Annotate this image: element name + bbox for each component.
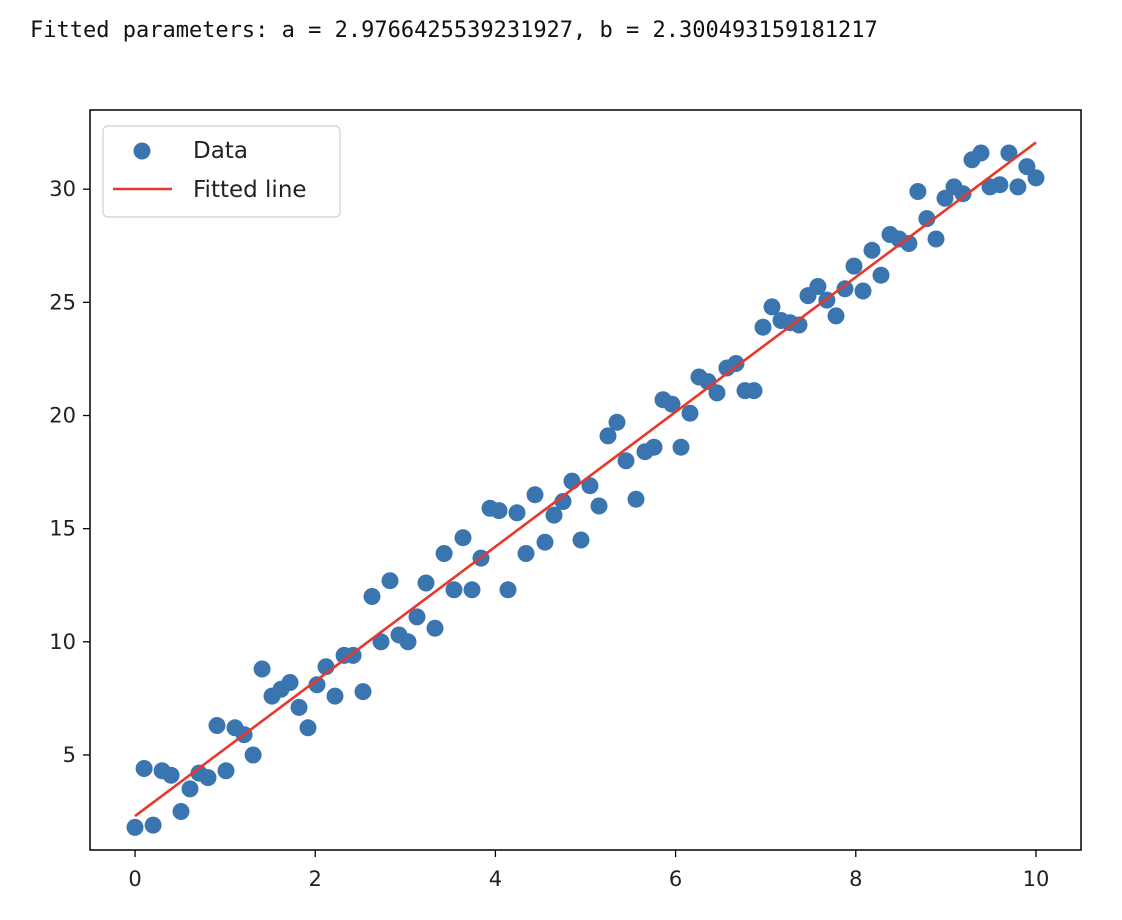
data-point [836,280,854,298]
data-point [454,529,472,547]
data-point [972,144,990,162]
data-point [399,633,417,651]
data-point [199,769,217,787]
data-point [708,384,726,402]
data-point [809,278,827,295]
data-point [372,633,390,651]
data-point [872,266,890,284]
data-point [727,355,745,372]
data-point [991,176,1009,194]
data-point [217,762,235,780]
data-point [144,816,162,834]
data-point [845,257,863,275]
legend: Data Fitted line [102,125,341,218]
x-tick-label: 2 [309,867,322,891]
y-tick-label: 5 [63,743,76,767]
data-point [927,230,945,248]
data-point [663,395,681,413]
data-points [126,144,1045,836]
data-point [162,766,180,784]
data-point [526,486,544,504]
legend-box [102,125,341,218]
y-tick-label: 15 [49,517,76,541]
data-point [1009,178,1027,196]
data-point [463,581,481,599]
x-tick-label: 4 [489,867,502,891]
data-point [627,490,645,508]
data-point [490,502,508,520]
data-point [508,504,526,522]
data-point [299,719,317,737]
data-point [608,413,626,431]
data-point [517,545,535,562]
data-point [281,674,299,691]
data-point [354,683,372,701]
data-point [363,588,381,605]
data-point [754,318,772,336]
data-point [536,533,554,551]
output-text: Fitted parameters: a = 2.976642553923192… [30,18,878,43]
data-point [126,818,144,836]
data-point [1027,169,1045,187]
data-point [381,572,399,590]
data-point [790,316,808,334]
y-tick-label: 20 [49,404,76,428]
data-point [645,438,663,456]
data-point [672,438,690,456]
legend-label-fitted-line: Fitted line [193,177,307,203]
data-point [326,687,344,705]
y-tick-label: 10 [49,630,76,654]
y-axis: 5 10 15 20 25 30 [49,177,90,767]
data-point [954,185,972,203]
data-point [827,307,845,325]
axes-frame [89,109,1082,851]
data-point [445,581,463,599]
data-point [854,282,872,300]
y-tick-label: 25 [49,290,76,314]
data-point [499,581,517,599]
x-tick-label: 10 [1023,867,1050,891]
data-point [763,298,781,316]
data-point [572,531,590,549]
data-point [435,545,453,562]
data-point [581,477,599,495]
data-point [408,608,426,626]
data-point [290,698,308,716]
data-point [863,241,881,259]
x-tick-label: 6 [669,867,682,891]
data-point [617,452,635,470]
y-tick-label: 30 [49,177,76,201]
data-point [918,210,936,228]
data-point [554,493,572,510]
data-point [745,382,763,400]
data-point [253,660,271,678]
data-point [599,427,617,445]
data-point [545,506,563,524]
data-point [417,574,435,592]
data-point [681,404,699,422]
data-point [208,717,226,734]
fitted-line [134,141,1037,818]
x-axis: 0 2 4 6 8 10 [128,850,1049,891]
data-point [909,183,927,200]
data-point [135,760,153,777]
data-point [590,497,608,515]
data-point [936,189,954,207]
data-point [1018,158,1036,176]
data-point [563,472,581,490]
legend-label-data: Data [193,138,248,164]
x-tick-label: 0 [128,867,141,891]
legend-marker-data [133,142,151,160]
data-point [1000,144,1018,162]
data-point [181,780,199,798]
fitted-line-layer [134,141,1037,818]
data-point [426,619,444,637]
data-point [308,676,326,694]
data-point [244,746,262,764]
data-point [172,803,190,820]
x-tick-label: 8 [849,867,862,891]
